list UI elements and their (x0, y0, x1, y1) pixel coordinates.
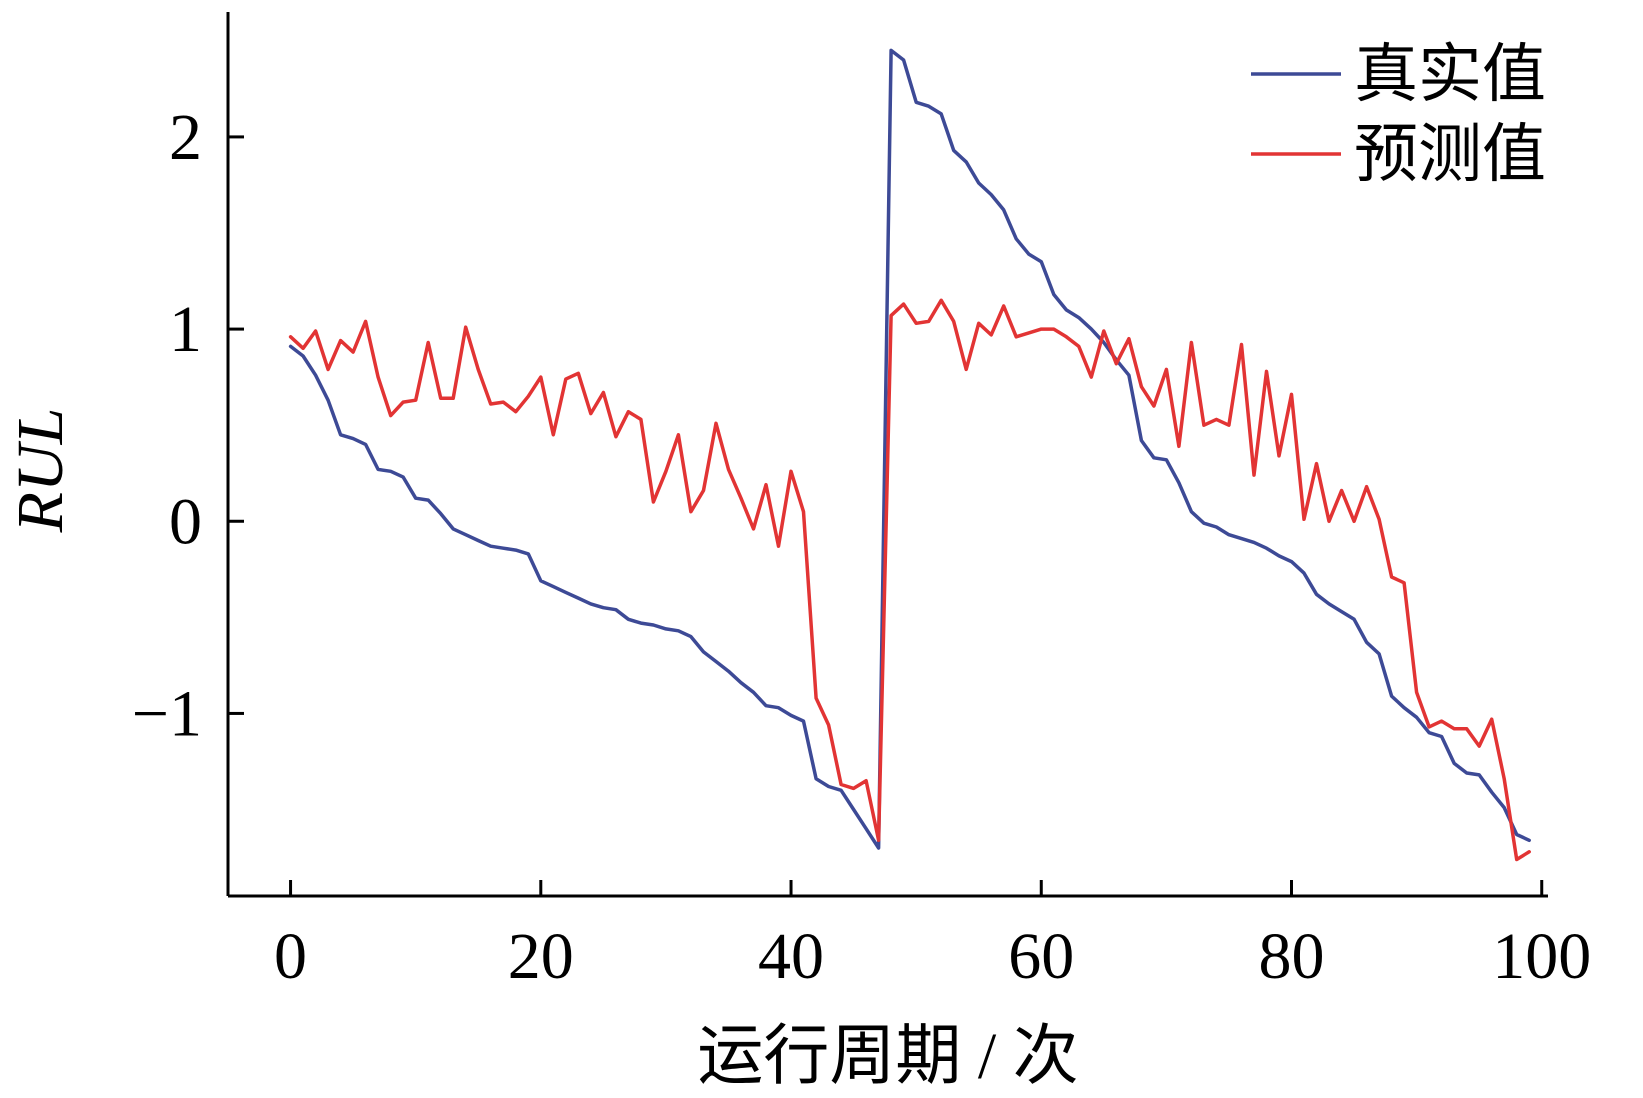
series-layer (288, 48, 1531, 862)
y-tick-label: 2 (169, 101, 202, 174)
x-tick-label: 80 (1259, 920, 1325, 993)
series-line-1 (288, 48, 1531, 850)
y-tick-label: 1 (169, 293, 202, 366)
y-axis-ticks: −1 0 1 2 (132, 101, 244, 750)
x-tick-label: 100 (1492, 920, 1591, 993)
y-tick-label: −1 (132, 677, 202, 750)
x-tick-label: 60 (1008, 920, 1074, 993)
x-tick-label: 40 (758, 920, 824, 993)
y-tick-label: 0 (169, 485, 202, 558)
x-tick-label: 20 (508, 920, 574, 993)
series-line-2 (288, 298, 1531, 862)
legend-label-1: 真实值 (1354, 39, 1546, 110)
x-axis-ticks: 0 20 40 60 80 100 (274, 880, 1591, 993)
plot-area: 0 20 40 60 80 100 −1 0 1 2 (132, 12, 1591, 993)
legend-label-2: 预测值 (1354, 119, 1546, 190)
x-tick-label: 0 (274, 920, 307, 993)
x-axis-title: 运行周期 / 次 (697, 1020, 1078, 1093)
y-axis-title: RUL (4, 408, 77, 534)
